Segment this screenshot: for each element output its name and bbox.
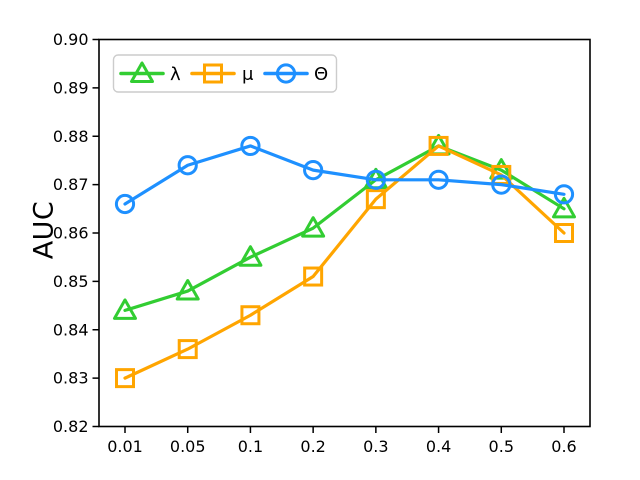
- circle-marker: [428, 169, 449, 190]
- circle-marker: [303, 160, 324, 181]
- circle-marker: [177, 155, 198, 176]
- series-line-Θ: [123, 144, 566, 206]
- x-tick-label: 0.05: [170, 437, 206, 456]
- square-marker: [554, 223, 574, 243]
- triangle-marker: [301, 216, 326, 238]
- x-tick-label: 0.4: [426, 437, 451, 456]
- circle-marker: [365, 169, 386, 190]
- x-tick-label: 0.6: [551, 437, 576, 456]
- y-tick-label: 0.82: [53, 417, 89, 436]
- y-tick-label: 0.87: [53, 175, 89, 194]
- triangle-marker: [175, 279, 200, 301]
- legend-item-μ: μ: [190, 63, 254, 85]
- circle-marker: [491, 174, 512, 195]
- square-marker: [303, 266, 324, 287]
- x-tick-label: 0.1: [238, 437, 263, 456]
- square-marker: [177, 339, 198, 360]
- circle-marker: [114, 193, 136, 215]
- y-tick-label: 0.89: [53, 78, 89, 97]
- triangle-marker: [113, 298, 137, 320]
- plot-frame: [98, 38, 591, 428]
- x-tick-label: 0.01: [107, 437, 143, 456]
- y-tick-label: 0.84: [53, 320, 89, 339]
- square-marker: [115, 368, 135, 389]
- y-axis-title: AUC: [28, 200, 60, 260]
- square-marker: [203, 63, 223, 84]
- series-line-λ: [123, 144, 566, 312]
- y-axis: 0.82 0.83 0.84 0.85 0.86 0.87 0.88 0.89 0.90: [53, 30, 99, 436]
- legend-label: Θ: [314, 64, 328, 85]
- series-Θ: [114, 135, 575, 215]
- legend-label: λ: [170, 64, 181, 85]
- circle-marker: [275, 63, 297, 84]
- triangle-marker: [238, 245, 263, 267]
- triangle-marker: [130, 61, 154, 83]
- triangle-marker: [489, 158, 514, 180]
- y-tick-label: 0.90: [53, 30, 89, 49]
- legend-label: μ: [242, 64, 254, 85]
- y-tick-label: 0.88: [53, 127, 89, 146]
- square-marker: [428, 135, 449, 156]
- series-λ: [113, 133, 576, 320]
- y-tick-label: 0.83: [53, 369, 89, 388]
- square-marker: [240, 305, 261, 326]
- y-tick-label: 0.86: [53, 224, 89, 243]
- x-tick-label: 0.2: [300, 437, 325, 456]
- x-axis: 0.01 0.05 0.1 0.2 0.3 0.4 0.5 0.6: [107, 426, 577, 456]
- square-marker: [365, 189, 386, 210]
- x-tick-label: 0.3: [363, 437, 388, 456]
- x-tick-label: 0.5: [489, 437, 514, 456]
- circle-marker: [553, 184, 575, 205]
- series-line-μ: [123, 144, 566, 380]
- y-tick-label: 0.85: [53, 272, 89, 291]
- legend-item-λ: λ: [119, 61, 181, 85]
- triangle-marker: [552, 196, 576, 219]
- legend-item-Θ: Θ: [263, 63, 328, 85]
- circle-marker: [240, 135, 261, 157]
